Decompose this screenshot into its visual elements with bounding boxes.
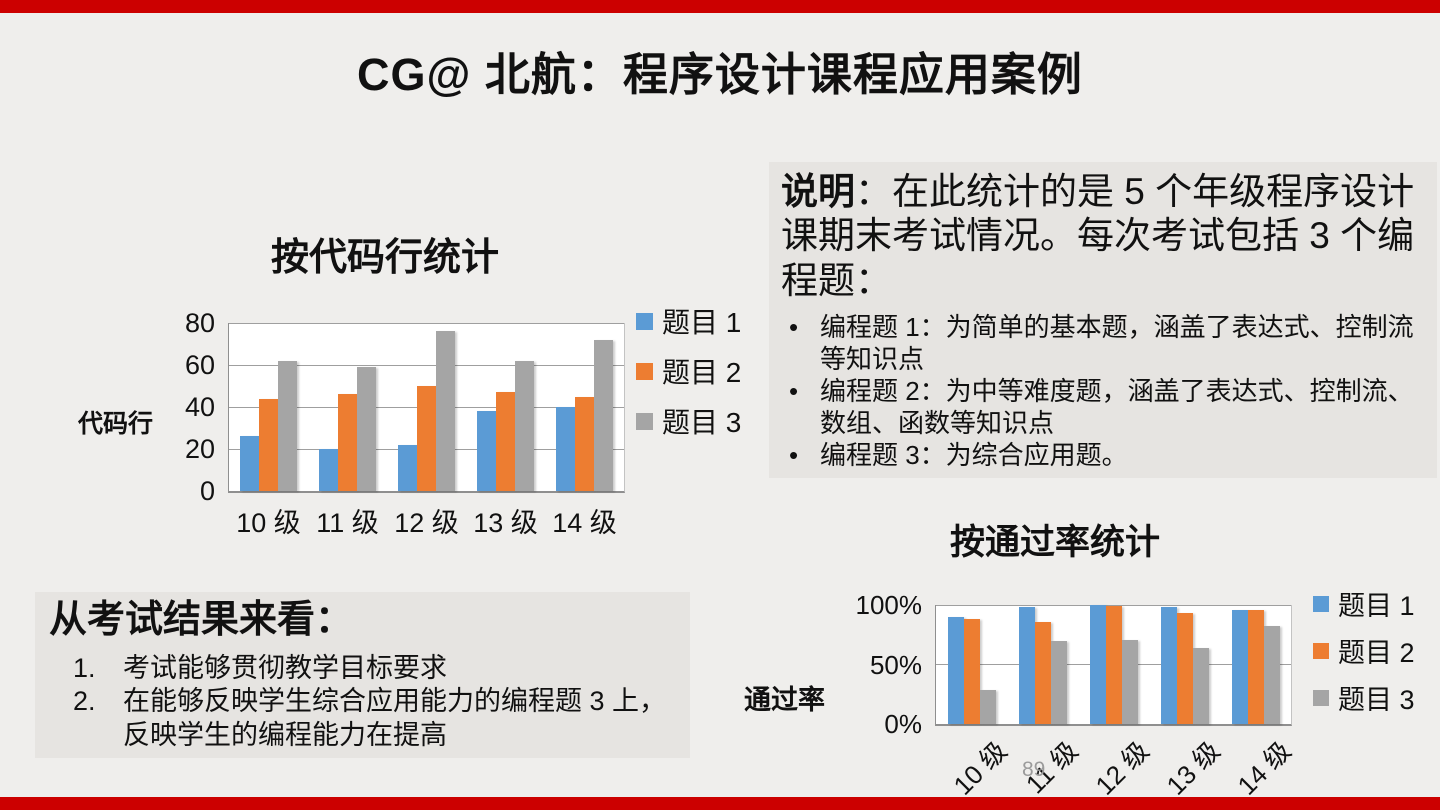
list-item: 在能够反映学生综合应用能力的编程题 3 上，反映学生的编程能力在提高: [73, 685, 667, 751]
legend-swatch-gray: [1313, 689, 1329, 706]
description-panel: 说明：在此统计的是 5 个年级程序设计课期末考试情况。每次考试包括 3 个编程题…: [769, 162, 1437, 478]
legend-swatch-blue: [636, 312, 653, 330]
y-tick-label: 0: [199, 475, 215, 506]
x-tick-label: 10 级: [236, 508, 301, 538]
legend-label: 题目 1: [1338, 591, 1415, 621]
bar-series3-13 级: [515, 360, 534, 491]
y-tick-label: 50%: [869, 649, 922, 680]
legend-swatch-gray: [636, 412, 653, 430]
legend-item: 题目 2: [1313, 637, 1415, 668]
bar-series3-13 级: [1192, 647, 1209, 724]
conclusion-heading: 从考试结果来看：: [49, 599, 354, 641]
description-heading: 说明：在此统计的是 5 个年级程序设计课期末考试情况。每次考试包括 3 个编程题…: [781, 170, 1425, 303]
bar-series1-13 级: [1160, 607, 1177, 724]
y-tick-label: 100%: [855, 590, 923, 620]
chart-title-pass-rate: 按通过率统计: [949, 523, 1160, 562]
description-heading-rest: ：在此统计的是 5 个年级程序设计课期末考试情况。每次考试包括 3 个编程题：: [781, 171, 1415, 301]
x-tick-label: 11 级: [316, 508, 379, 538]
description-heading-bold: 说明: [781, 171, 855, 212]
bar-series1-12 级: [1089, 605, 1106, 724]
bar-chart-pass-rate-plot-area: 0% 50% 100% 10 级 11 级 12 级 13 级 14 级: [856, 592, 1297, 801]
legend-item: 题目 3: [636, 407, 741, 438]
bar-series2-14 级: [1247, 609, 1264, 724]
legend-label: 题目 2: [662, 357, 742, 388]
bar-series2-14 级: [575, 396, 594, 491]
bar-series1-13 级: [477, 411, 496, 491]
list-item: 考试能够贯彻教学目标要求: [73, 652, 447, 686]
legend-swatch-orange: [1313, 642, 1329, 659]
conclusion-numbered-list: 考试能够贯彻教学目标要求 在能够反映学生综合应用能力的编程题 3 上，反映学生的编…: [49, 652, 676, 753]
gridline: [936, 604, 1291, 606]
top-accent-bar: [0, 0, 1440, 13]
bar-series2-12 级: [1105, 606, 1122, 724]
page-number: 89: [1022, 758, 1046, 781]
legend-label: 题目 3: [1338, 685, 1415, 715]
bar-series1-10 级: [947, 616, 964, 724]
legend-item: 题目 1: [1313, 590, 1415, 621]
bar-series2-12 级: [417, 386, 436, 491]
bar-series1-12 级: [398, 444, 417, 491]
description-bullet-list: 编程题 1：为简单的基本题，涵盖了表达式、控制流等知识点编程题 2：为中等难度题…: [781, 312, 1425, 472]
list-item: 编程题 1：为简单的基本题，涵盖了表达式、控制流等知识点: [781, 312, 1425, 376]
bar-series3-10 级: [979, 689, 996, 724]
bar-series1-11 级: [1018, 607, 1035, 724]
y-tick-label: 80: [184, 307, 215, 338]
bottom-accent-bar: [0, 797, 1440, 810]
bar-series3-14 级: [1263, 626, 1280, 724]
bar-series3-11 级: [1050, 640, 1067, 724]
bar-series3-11 级: [357, 367, 376, 491]
bar-series2-11 级: [1034, 621, 1051, 724]
gridline: [229, 322, 624, 324]
legend-item: 题目 1: [636, 307, 741, 338]
x-tick-label: 12 级: [1089, 735, 1155, 801]
bar-chart-code-lines-plot-area: 0 20 40 60 80 10 级 11 级 12 级 13 级 14 级: [185, 309, 625, 538]
x-tick-label: 12 级: [394, 508, 459, 538]
x-tick-label: 14 级: [1231, 735, 1297, 801]
y-tick-label: 20: [184, 433, 215, 464]
bar-series2-10 级: [963, 619, 980, 724]
bar-series2-11 级: [338, 394, 357, 491]
bar-series1-10 级: [240, 436, 259, 491]
x-tick-label: 13 级: [473, 508, 538, 538]
legend-item: 题目 3: [1313, 684, 1415, 715]
y-axis-title-code-lines: 代码行: [78, 410, 154, 438]
list-item: 编程题 2：为中等难度题，涵盖了表达式、控制流、数组、函数等知识点: [781, 376, 1425, 440]
y-tick-label: 40: [184, 391, 215, 422]
legend-label: 题目 3: [662, 407, 742, 438]
legend-swatch-orange: [636, 362, 653, 380]
bar-series3-12 级: [436, 331, 455, 491]
gridline: [229, 364, 624, 366]
bar-series1-14 级: [556, 407, 575, 491]
bar-series1-14 级: [1231, 609, 1248, 724]
page-title: CG@ 北航：程序设计课程应用案例: [357, 49, 1083, 100]
chart-title-code-lines: 按代码行统计: [270, 237, 499, 279]
bar-series2-10 级: [259, 398, 278, 491]
bar-series1-11 级: [319, 449, 338, 491]
conclusion-panel: 从考试结果来看： 考试能够贯彻教学目标要求 在能够反映学生综合应用能力的编程题 3…: [35, 592, 690, 758]
bar-series2-13 级: [1176, 613, 1193, 724]
bar-series2-13 级: [496, 392, 515, 491]
legend-swatch-blue: [1313, 595, 1329, 612]
bar-series3-14 级: [594, 339, 613, 491]
legend-label: 题目 2: [1338, 638, 1415, 668]
y-axis-title-pass-rate: 通过率: [744, 685, 825, 715]
y-tick-label: 60: [184, 349, 215, 380]
bar-series3-12 级: [1121, 639, 1138, 724]
list-item: 编程题 3：为综合应用题。: [781, 440, 1425, 472]
legend-label: 题目 1: [662, 307, 742, 338]
legend-code-lines: 题目 1 题目 2 题目 3: [636, 307, 741, 457]
legend-item: 题目 2: [636, 357, 741, 388]
x-tick-label: 10 级: [947, 735, 1013, 801]
x-tick-label: 14 级: [552, 508, 617, 538]
legend-pass-rate: 题目 1 题目 2 题目 3: [1313, 590, 1415, 731]
y-tick-label: 0%: [884, 709, 922, 739]
bar-series3-10 级: [278, 360, 297, 491]
x-tick-label: 13 级: [1160, 735, 1226, 801]
